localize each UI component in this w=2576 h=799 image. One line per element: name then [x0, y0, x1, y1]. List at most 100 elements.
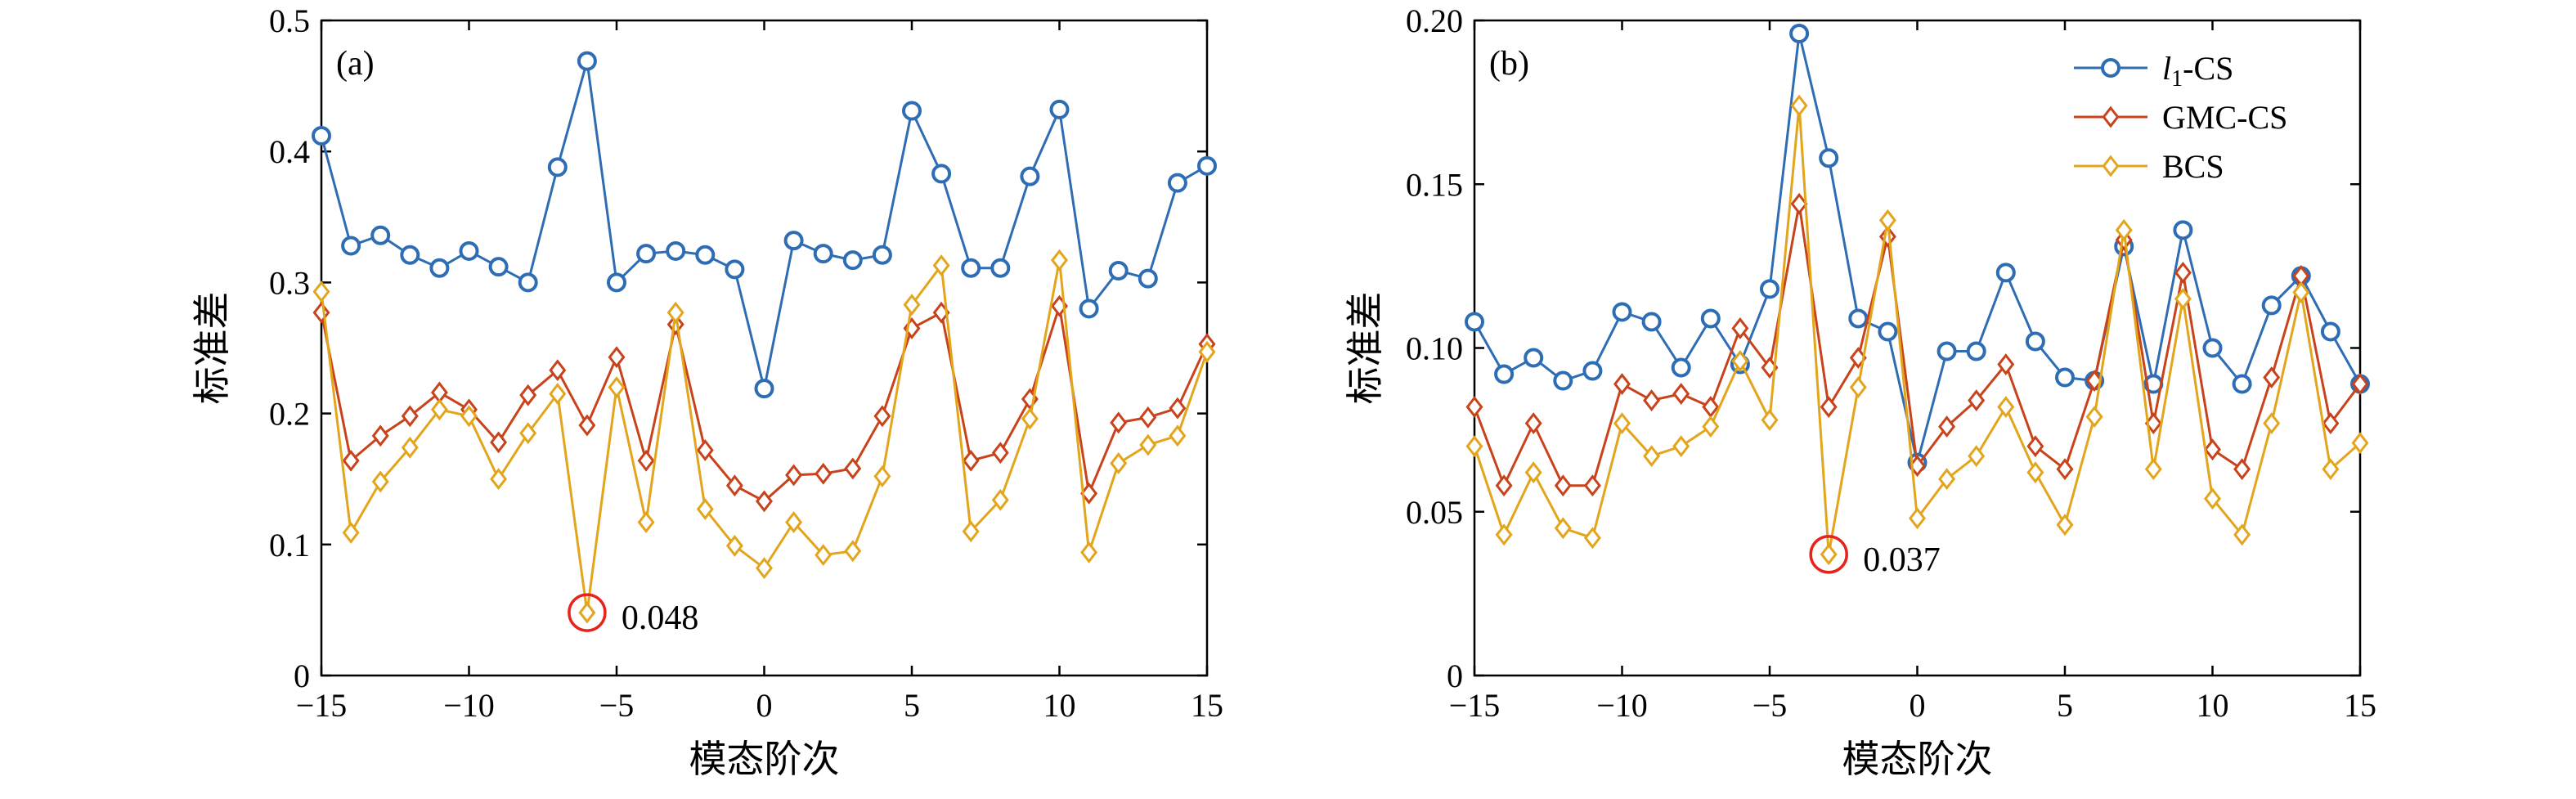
data-point [1465, 312, 1484, 332]
legend-label-gmc: GMC-CS [2162, 99, 2287, 136]
data-point [430, 398, 448, 421]
data-point [1139, 406, 1157, 429]
data-point [459, 240, 479, 261]
legend-marker [2102, 155, 2120, 177]
data-point [1909, 507, 1926, 530]
data-point [813, 244, 833, 264]
data-point [2263, 366, 2281, 388]
data-point [1820, 543, 1838, 566]
data-point [577, 51, 597, 71]
y-axis-label: 标准差 [191, 292, 233, 405]
data-point [1613, 412, 1631, 435]
data-point [2174, 287, 2192, 310]
series-gmc [312, 294, 1216, 513]
data-point [754, 379, 774, 399]
data-point [1553, 370, 1573, 391]
data-point [1936, 341, 1957, 361]
data-point [2173, 220, 2193, 240]
data-point [1966, 341, 1986, 361]
data-point [1465, 435, 1483, 458]
data-point [401, 405, 419, 428]
data-point [1583, 527, 1601, 550]
series-l1 [1465, 24, 2370, 473]
data-point [1643, 389, 1661, 412]
data-point [547, 157, 568, 177]
x-tick-label: 5 [2057, 687, 2073, 724]
legend-label-main: GMC-CS [2162, 99, 2287, 136]
y-tick-label: 0.4 [269, 133, 310, 170]
data-point [903, 294, 921, 316]
data-point [549, 359, 567, 382]
data-point [370, 225, 391, 245]
y-tick-label: 0.5 [269, 2, 310, 39]
data-point [1080, 482, 1098, 505]
data-point [696, 439, 714, 461]
data-point [1997, 396, 2015, 419]
data-point [578, 601, 596, 624]
data-point [342, 521, 360, 544]
data-point [2204, 487, 2221, 510]
x-tick-label: −10 [1596, 687, 1648, 724]
data-point [312, 281, 330, 303]
y-tick-label: 0 [294, 658, 310, 694]
data-point [2233, 523, 2251, 546]
data-point [815, 544, 832, 567]
y-tick-label: 0.3 [269, 264, 310, 301]
series-line-l1 [320, 61, 1208, 389]
data-point [785, 464, 803, 487]
data-point [902, 101, 922, 121]
highlight-circle [1809, 535, 1848, 574]
data-point [312, 125, 331, 146]
data-point [1789, 24, 1810, 44]
data-point [1643, 445, 1661, 468]
data-point [637, 449, 655, 472]
data-point [815, 462, 832, 485]
data-point [991, 442, 1009, 465]
data-point [608, 376, 626, 398]
y-tick-label: 0.20 [1406, 2, 1463, 39]
x-tick-label: 0 [756, 687, 773, 724]
x-tick-label: −5 [599, 687, 635, 724]
data-point [607, 272, 626, 293]
data-point [1672, 435, 1690, 458]
x-tick-label: 15 [1191, 687, 1223, 724]
data-point [2202, 338, 2223, 358]
data-point [519, 422, 537, 445]
data-point [2025, 331, 2045, 352]
panel-label: (a) [336, 45, 375, 83]
data-point [2056, 458, 2074, 481]
data-point [990, 258, 1011, 278]
data-point [756, 490, 773, 513]
data-point [2261, 295, 2282, 316]
data-point [1820, 396, 1838, 419]
legend-marker [2101, 58, 2120, 78]
data-point [1819, 148, 1839, 168]
legend-label-main: l [2162, 50, 2171, 87]
y-axis-label: 标准差 [1344, 292, 1386, 405]
data-point [518, 272, 538, 293]
data-point [2026, 461, 2044, 484]
data-point [1878, 209, 1896, 231]
panel-label: (b) [1489, 45, 1529, 83]
data-point [636, 244, 657, 264]
data-point [1968, 389, 1986, 412]
data-point [1169, 397, 1187, 420]
data-point [400, 245, 420, 265]
data-point [2263, 412, 2281, 435]
data-point [1702, 415, 1720, 438]
data-point [1021, 407, 1039, 430]
data-point [608, 346, 626, 369]
data-point [1495, 523, 1513, 546]
data-point [1995, 263, 2016, 283]
annotation-label: 0.037 [1863, 541, 1941, 579]
data-point [341, 236, 361, 256]
data-point [1524, 412, 1542, 435]
data-point [1465, 396, 1483, 419]
legend-label-bcs: BCS [2162, 148, 2224, 185]
series-line-gmc [1473, 204, 2362, 489]
legend-label-l1: l1-CS [2162, 50, 2233, 92]
x-axis-label: 模态阶次 [689, 738, 840, 780]
data-point [401, 436, 419, 459]
data-point [2085, 406, 2103, 429]
legend-marker [2102, 105, 2120, 128]
